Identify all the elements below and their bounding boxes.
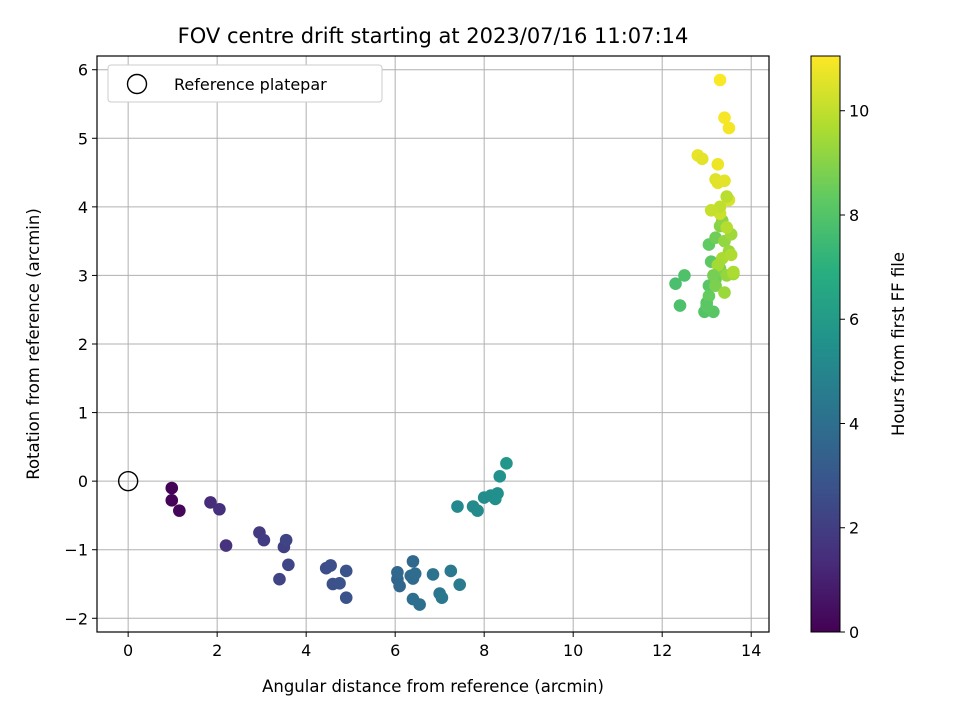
y-tick-label: −2 (64, 609, 88, 628)
data-point (339, 564, 353, 578)
data-point (426, 568, 440, 581)
legend-marker (126, 73, 148, 95)
data-point (453, 578, 467, 591)
legend: Reference platepar (107, 64, 383, 103)
data-point (702, 289, 716, 303)
data-point (700, 299, 713, 313)
data-point (722, 121, 736, 135)
data-point (493, 470, 507, 483)
legend-box (107, 64, 383, 103)
x-axis-label: Angular distance from reference (arcmin) (262, 677, 604, 696)
data-point (324, 559, 337, 572)
data-point (391, 566, 404, 579)
data-point (408, 567, 422, 581)
x-tick-label: 2 (212, 641, 222, 660)
colorbar-ticks: 0 2 4 6 8 10 (840, 102, 869, 642)
data-point (257, 533, 271, 547)
x-axis-ticks: 0 2 4 6 8 10 12 14 (123, 632, 761, 660)
colorbar-tick-label: 8 (849, 206, 859, 225)
data-point (204, 496, 217, 509)
data-point (413, 598, 426, 611)
x-tick-label: 10 (563, 641, 583, 660)
reference-marker-group (117, 470, 139, 492)
data-point (491, 487, 504, 500)
data-point (500, 457, 513, 470)
data-point (709, 279, 722, 293)
data-point (718, 174, 731, 188)
colorbar-tick-label: 6 (849, 310, 859, 329)
data-point (471, 504, 484, 517)
data-point (720, 190, 734, 203)
data-point (711, 258, 725, 272)
data-point (711, 158, 725, 171)
y-tick-label: 2 (78, 335, 88, 354)
data-point (279, 533, 293, 547)
colorbar-tick-label: 2 (849, 519, 859, 538)
data-point (720, 221, 734, 234)
data-point (707, 269, 720, 282)
data-point (333, 577, 346, 590)
x-tick-label: 12 (652, 641, 672, 660)
data-point (165, 494, 179, 507)
colorbar-tick-label: 10 (849, 102, 869, 121)
x-tick-label: 14 (741, 641, 761, 660)
data-point (718, 111, 731, 125)
data-point (406, 555, 420, 568)
data-point (213, 502, 226, 516)
y-tick-label: 4 (78, 198, 88, 217)
y-tick-label: 6 (78, 61, 88, 80)
x-tick-label: 0 (123, 641, 133, 660)
data-point (451, 500, 464, 513)
data-point (282, 558, 295, 572)
y-tick-label: 5 (78, 129, 88, 148)
x-tick-label: 8 (479, 641, 489, 660)
colorbar-tick-label: 0 (849, 623, 859, 642)
y-tick-label: 0 (78, 472, 88, 491)
data-point (165, 481, 179, 495)
data-point (444, 564, 458, 578)
legend-label: Reference platepar (174, 75, 327, 94)
y-tick-label: 1 (78, 404, 88, 423)
reference-platepar-marker (117, 470, 139, 492)
data-point (713, 73, 727, 87)
y-axis-ticks: −2 −1 0 1 2 3 4 5 6 (64, 61, 97, 628)
colorbar (810, 55, 841, 633)
y-tick-label: 3 (78, 266, 88, 285)
data-point (435, 591, 449, 605)
data-point (173, 504, 186, 517)
grid-lines (97, 56, 769, 632)
data-point (393, 579, 406, 593)
data-point (718, 286, 731, 299)
x-tick-label: 4 (301, 641, 311, 660)
data-point (273, 572, 286, 586)
data-point (724, 248, 738, 262)
data-point (695, 152, 709, 166)
chart-title: FOV centre drift starting at 2023/07/16 … (178, 24, 689, 48)
y-tick-label: −1 (64, 541, 88, 560)
y-axis-label: Rotation from reference (arcmin) (24, 208, 43, 480)
data-point (704, 203, 718, 217)
data-point (673, 299, 687, 312)
data-points (165, 73, 740, 611)
data-point (669, 277, 682, 290)
data-point (727, 265, 740, 279)
data-point (339, 591, 353, 605)
data-point (678, 269, 691, 282)
colorbar-tick-label: 4 (849, 414, 859, 433)
colorbar-label: Hours from first FF file (889, 252, 908, 436)
data-point (219, 539, 233, 552)
x-tick-label: 6 (390, 641, 400, 660)
